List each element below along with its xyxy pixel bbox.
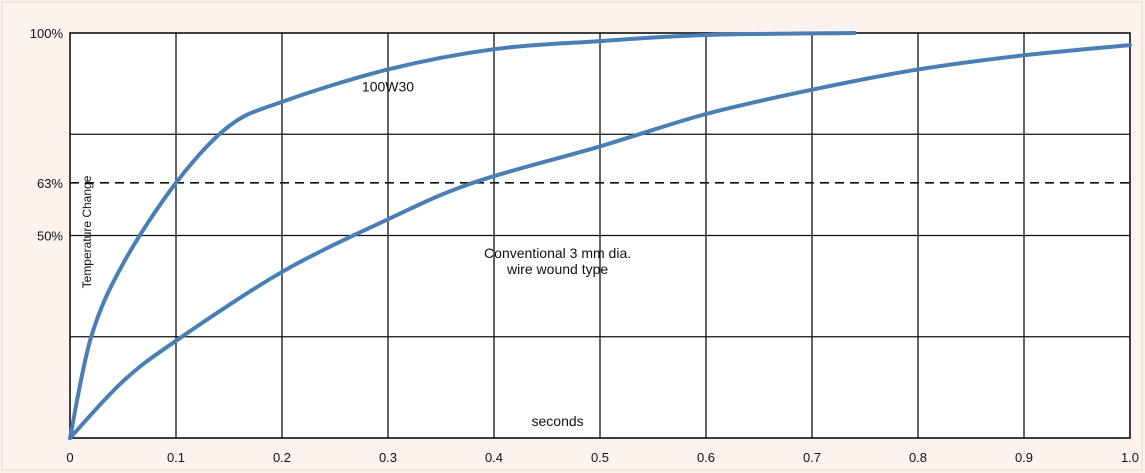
series-group — [68, 31, 1132, 440]
x-tick-label: 0.7 — [803, 450, 821, 465]
x-tick-label: 0.9 — [1015, 450, 1033, 465]
plot-border — [69, 32, 1131, 439]
y-tick-label: 63% — [37, 176, 63, 191]
y-tick-label: 100% — [30, 26, 64, 41]
x-tick-label: 0 — [66, 450, 73, 465]
annotation-label: Conventional 3 mm dia. — [484, 245, 631, 261]
x-tick-label: 1.0 — [1121, 450, 1139, 465]
series-line-1 — [68, 31, 857, 440]
x-tick-label: 0.8 — [909, 450, 927, 465]
x-tick-labels: 0 0.1 0.2 0.3 0.4 0.5 0.6 0.7 0.8 0.9 1.0 — [66, 450, 1139, 465]
x-tick-label: 0.6 — [697, 450, 715, 465]
y-tick-label: 50% — [37, 229, 63, 244]
annotation-label: wire wound type — [506, 261, 608, 277]
series-line-2 — [68, 43, 1132, 440]
x-tick-label: 0.3 — [379, 450, 397, 465]
x-tick-label: 0.5 — [591, 450, 609, 465]
annotations: 100W30 Conventional 3 mm dia.wire wound t… — [362, 79, 631, 429]
annotation-label: 100W30 — [362, 79, 414, 95]
x-tick-label: 0.4 — [485, 450, 503, 465]
x-tick-label: 0.2 — [273, 450, 291, 465]
x-tick-label: 0.1 — [167, 450, 185, 465]
y-tick-labels: 50% 63% 100% — [30, 26, 64, 244]
y-axis-label: Temperature Change — [80, 175, 94, 288]
annotation-label: seconds — [532, 413, 584, 429]
horizontal-gridlines — [70, 133, 1130, 338]
